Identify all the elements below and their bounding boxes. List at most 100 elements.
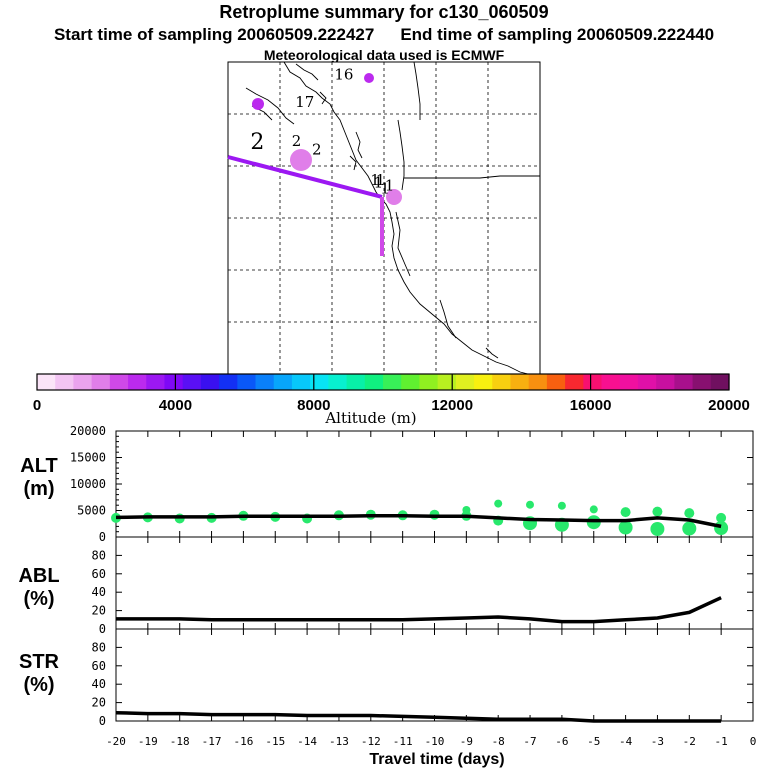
x-tick-label: -16: [233, 735, 253, 748]
alt-panel: 20000 15000 10000 5000 0: [70, 424, 754, 544]
colorbar-tick-label: 8000: [297, 397, 330, 414]
plume-altitude-point: [462, 506, 471, 514]
time-series-panels: 20000150001000050000806040200806040200-2…: [70, 424, 756, 748]
alt-label-line1: ALT: [20, 455, 58, 477]
colorbar-cell: [146, 374, 166, 390]
day-label: 16: [334, 65, 353, 83]
trajectory: [227, 73, 402, 256]
plume-altitude-point: [650, 522, 665, 536]
x-tick-label: -5: [587, 735, 600, 748]
colorbar-cell: [546, 374, 566, 390]
panel-frame: [115, 628, 754, 722]
plume-centroid-17: [252, 98, 264, 110]
sampling-times: Start time of sampling 20060509.222427 En…: [0, 25, 768, 45]
x-tick-labels: -20 -19 -18 -17 -16 -15 -14 -13 -12 -11 -10 -9 -8 -7-…: [106, 735, 756, 748]
str-series-line: [115, 710, 722, 723]
plume-centroid-16: [364, 73, 374, 83]
colorbar-cell: [255, 374, 275, 390]
colorbar-tick-label: 16000: [570, 397, 612, 414]
x-tick-label: -17: [202, 735, 222, 748]
x-tick-label: -12: [361, 735, 381, 748]
altitude-colorbar: 0 4000 8000 12000 16000 20000 Altitude (m): [33, 373, 750, 427]
x-tick-label: -4: [619, 735, 633, 748]
x-tick-label: -1: [714, 735, 727, 748]
plume-altitude-point: [111, 512, 121, 523]
x-tick-label: -20: [106, 735, 126, 748]
plume-centroid-1: [386, 189, 402, 205]
day-label: 1: [376, 171, 386, 189]
colorbar-cell: [182, 374, 202, 390]
colorbar-cell: [109, 374, 129, 390]
colorbar-cell: [419, 374, 439, 390]
colorbar-cell: [492, 374, 512, 390]
x-tick-label: -10: [425, 735, 445, 748]
colorbar-cell: [637, 374, 657, 390]
plume-altitude-point: [494, 499, 503, 508]
y-tick-label: 15000: [70, 451, 106, 465]
colorbar-tick-label: 20000: [708, 397, 750, 414]
colorbar-cell: [128, 374, 147, 390]
colorbar-tick-label: 12000: [431, 397, 473, 414]
alt-panel-label: ALT (m): [4, 455, 74, 501]
abl-panel-label: ABL (%): [4, 565, 74, 611]
colorbar-cell: [510, 374, 530, 390]
colorbar-cell: [237, 374, 257, 390]
colorbar-cell: [565, 374, 584, 390]
colorbar-cell: [474, 374, 493, 390]
colorbar-cell: [601, 374, 621, 390]
colorbar-cell: [710, 374, 730, 390]
colorbar-cell: [291, 374, 311, 390]
colorbar-cell: [383, 374, 402, 390]
x-tick-label: -9: [460, 735, 473, 748]
day-label: 1: [374, 174, 384, 192]
colorbar-frame: [36, 373, 730, 391]
colorbar-cell: [55, 374, 75, 390]
str-panel: 80 60 40 20 0: [92, 628, 754, 728]
colorbar-cell: [346, 374, 366, 390]
abl-label-line2: (%): [23, 588, 55, 610]
x-tick-label: -19: [138, 735, 158, 748]
colorbar-cell: [328, 374, 348, 390]
x-tick-label: -2: [683, 735, 696, 748]
abl-series-line: [116, 596, 722, 624]
colorbar-cell: [583, 374, 603, 390]
colorbar-cell: [364, 374, 384, 390]
str-panel-label: STR (%): [4, 651, 74, 697]
panel-frame: [115, 536, 754, 630]
colorbar-cell: [273, 374, 293, 390]
x-tick-label: -14: [297, 735, 317, 748]
y-tick-label: 0: [99, 714, 106, 728]
y-tick-label: 60: [92, 567, 106, 581]
day-label: 1: [385, 177, 395, 195]
plume-altitude-point: [716, 512, 727, 523]
x-tick-label: -6: [555, 735, 568, 748]
y-tick-label: 40: [92, 585, 106, 599]
colorbar-tick-label: 4000: [159, 397, 192, 414]
day-label: 17: [295, 93, 314, 111]
coastline: [245, 61, 540, 375]
x-tick-label: -8: [492, 735, 505, 748]
colorbar-cell: [674, 374, 694, 390]
x-tick-label: 0: [750, 735, 757, 748]
y-tick-label: 40: [92, 677, 106, 691]
day-label: 1: [380, 179, 390, 197]
y-tick-label: 0: [99, 530, 106, 544]
end-time: End time of sampling 20060509.222440: [400, 25, 715, 44]
plume-altitude-point: [557, 501, 566, 510]
plume-altitude-point: [618, 520, 633, 535]
y-tick-label: 10000: [70, 477, 106, 491]
y-tick-label: 80: [92, 548, 106, 562]
colorbar-cell: [437, 374, 457, 390]
y-tick-label: 5000: [77, 504, 106, 518]
plume-centroid-2: [290, 149, 312, 171]
colorbar-cell: [455, 374, 475, 390]
alt-label-line2: (m): [23, 478, 55, 500]
start-time: Start time of sampling 20060509.222427: [53, 25, 375, 44]
colorbar-cell: [164, 374, 184, 390]
plume-altitude-point: [714, 521, 729, 535]
alt-series-line: [115, 514, 722, 529]
colorbar-tick-label: 0: [33, 397, 41, 414]
day-label: 2: [312, 140, 322, 158]
